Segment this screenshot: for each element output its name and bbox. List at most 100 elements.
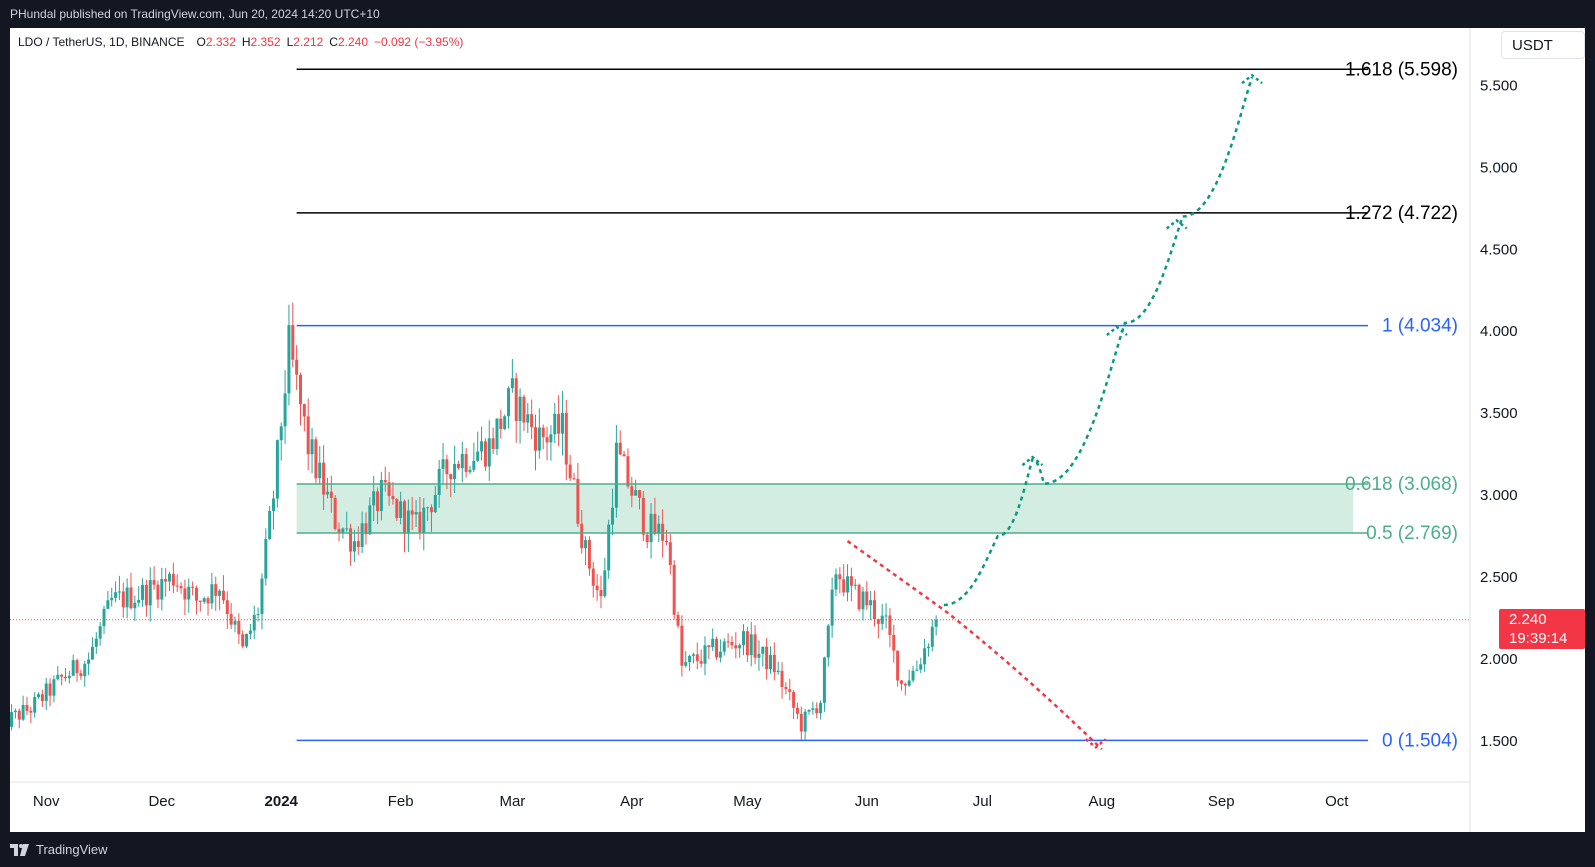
- candle-body: [703, 645, 707, 664]
- candle-body: [545, 437, 549, 443]
- candle-body: [383, 479, 387, 483]
- currency-selector[interactable]: USDT: [1501, 31, 1585, 59]
- candle-body: [94, 638, 98, 647]
- candle-body: [387, 482, 391, 496]
- candle-body: [726, 641, 730, 643]
- time-tick-label: Mar: [499, 793, 525, 810]
- tradingview-logo-icon[interactable]: [10, 843, 30, 856]
- projection-arrowhead-2: [1106, 325, 1128, 337]
- candle-body: [557, 413, 561, 434]
- candle-body: [17, 710, 21, 720]
- candle-body: [67, 675, 71, 679]
- candle-body: [684, 662, 688, 666]
- candle-body: [653, 513, 657, 534]
- candle-body: [314, 439, 318, 479]
- high-label: H: [241, 35, 251, 49]
- candle-body: [318, 462, 322, 479]
- candle-body: [325, 491, 329, 495]
- candle-body: [422, 507, 426, 533]
- candle-body: [614, 442, 618, 508]
- footer-brand[interactable]: TradingView: [36, 842, 108, 857]
- candle-body: [98, 626, 102, 639]
- candle-body: [345, 528, 349, 530]
- candle-body: [849, 576, 853, 586]
- candle-body: [291, 325, 295, 360]
- candle-body: [707, 645, 711, 648]
- candle-body: [175, 585, 179, 587]
- symbol-name: LDO / TetherUS, 1D, BINANCE: [18, 35, 185, 49]
- candle-body: [379, 479, 383, 511]
- candle-body: [233, 620, 237, 625]
- candle-body: [202, 598, 206, 602]
- candle-body: [368, 505, 372, 535]
- candle-body: [75, 660, 79, 674]
- candle-body: [768, 654, 772, 670]
- candle-body: [245, 633, 249, 647]
- candle-body: [437, 468, 441, 495]
- candle-body: [730, 641, 734, 646]
- candle-body: [179, 586, 183, 589]
- projection-arrowhead-1: [1021, 455, 1044, 467]
- close-label: C: [329, 35, 338, 49]
- projection-arrowhead-4: [1241, 73, 1263, 85]
- fib-label: 0.5 (2.769): [1366, 523, 1458, 544]
- candle-body: [395, 499, 399, 518]
- candle-body: [784, 687, 788, 690]
- candle-body: [298, 374, 302, 405]
- candle-body: [541, 427, 545, 438]
- candle-body: [33, 697, 37, 713]
- candle-body: [711, 638, 715, 648]
- candle-body: [923, 648, 927, 665]
- price-tick-label: 4.000: [1480, 323, 1518, 340]
- low-value: 2.212: [293, 35, 324, 49]
- symbol-legend: LDO / TetherUS, 1D, BINANCE O 2.332 H 2.…: [18, 35, 463, 49]
- candle-body: [799, 713, 803, 732]
- candle-body: [418, 511, 422, 533]
- candle-body: [141, 584, 145, 600]
- candle-body: [664, 540, 668, 543]
- footer-bar: TradingView: [0, 832, 1595, 867]
- candle-body: [429, 507, 433, 513]
- candle-body: [352, 541, 356, 552]
- candle-body: [792, 691, 796, 708]
- candle-body: [110, 597, 114, 601]
- time-tick-label: Dec: [148, 793, 175, 810]
- candle-body: [252, 614, 256, 631]
- candle-body: [29, 710, 33, 713]
- candle-body: [649, 513, 653, 543]
- candle-body: [129, 587, 133, 609]
- candle-body: [87, 659, 91, 664]
- fib-label: 0.618 (3.068): [1345, 474, 1458, 495]
- candle-body: [260, 578, 264, 615]
- candle-body: [445, 459, 449, 475]
- candle-body: [819, 702, 823, 714]
- candle-body: [607, 524, 611, 571]
- candle-body: [776, 670, 780, 673]
- bar-countdown: 19:39:14: [1509, 629, 1568, 647]
- candle-body: [915, 669, 919, 671]
- price-chart[interactable]: 0 (1.504) 0.5 (2.769) 0.618 (3.068) 1 (4.03…: [10, 28, 1585, 832]
- candle-body: [572, 478, 576, 480]
- candle-body: [272, 498, 276, 511]
- candle-body: [229, 614, 233, 625]
- candle-body: [857, 584, 861, 610]
- candle-body: [306, 416, 310, 455]
- candle-body: [514, 378, 518, 422]
- candle-body: [210, 584, 214, 604]
- candle-body: [63, 676, 67, 679]
- candle-body: [564, 412, 568, 465]
- candle-body: [934, 619, 938, 627]
- last-price-value: 2.240: [1509, 610, 1547, 628]
- candle-body: [842, 579, 846, 593]
- candle-body: [549, 434, 553, 443]
- candle-body: [780, 670, 784, 688]
- chart-panel[interactable]: 0 (1.504) 0.5 (2.769) 0.618 (3.068) 1 (4.03…: [10, 28, 1585, 832]
- candle-body: [718, 651, 722, 658]
- candle-body: [641, 497, 645, 535]
- projection-arrowhead-3: [1165, 218, 1188, 230]
- candle-body: [503, 416, 507, 430]
- candle-body: [599, 590, 603, 597]
- candle-body: [456, 463, 460, 469]
- candle-body: [873, 600, 877, 620]
- candle-body: [302, 404, 306, 417]
